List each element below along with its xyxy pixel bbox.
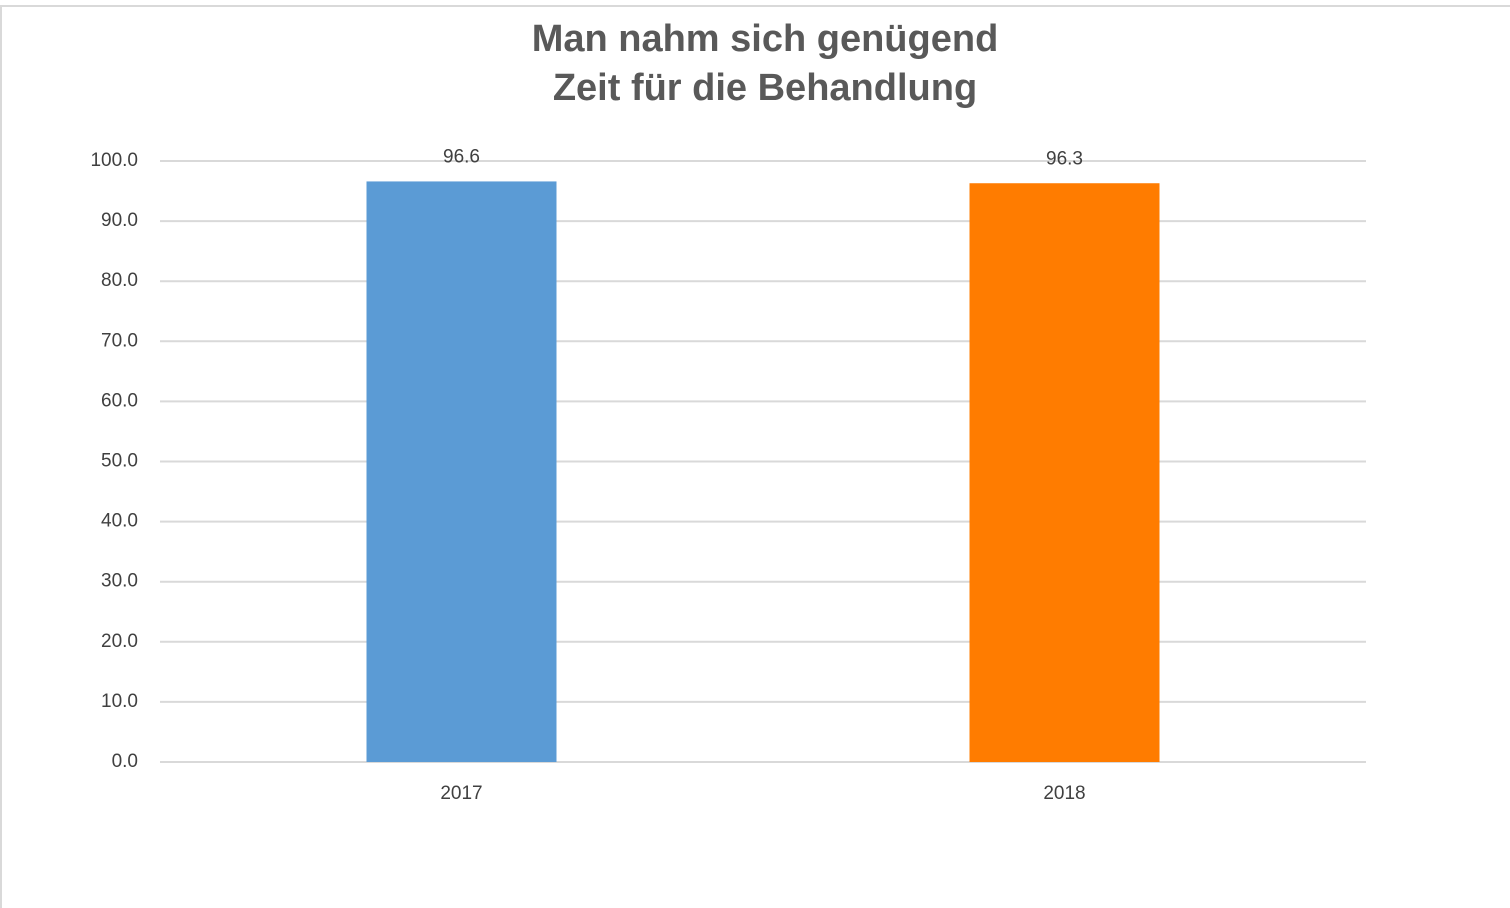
y-tick-label: 30.0	[101, 571, 138, 592]
y-tick-label: 80.0	[101, 270, 138, 291]
chart-title: Man nahm sich genügend	[532, 18, 999, 60]
y-tick-label: 40.0	[101, 511, 138, 532]
y-tick-label: 50.0	[101, 451, 138, 472]
bar	[366, 181, 557, 762]
y-tick-label: 60.0	[101, 390, 138, 411]
x-tick-label: 2018	[1043, 783, 1085, 804]
value-label: 96.3	[1046, 148, 1083, 169]
y-tick-label: 70.0	[101, 330, 138, 351]
y-tick-label: 10.0	[101, 691, 138, 712]
value-label: 96.6	[443, 146, 480, 167]
chart-frame	[0, 5, 1510, 908]
y-tick-label: 100.0	[90, 150, 138, 171]
y-tick-label: 0.0	[112, 751, 138, 772]
chart-title: Zeit für die Behandlung	[553, 67, 977, 109]
y-tick-label: 20.0	[101, 631, 138, 652]
y-tick-label: 90.0	[101, 210, 138, 231]
x-tick-label: 2017	[440, 783, 482, 804]
bar	[969, 183, 1160, 762]
